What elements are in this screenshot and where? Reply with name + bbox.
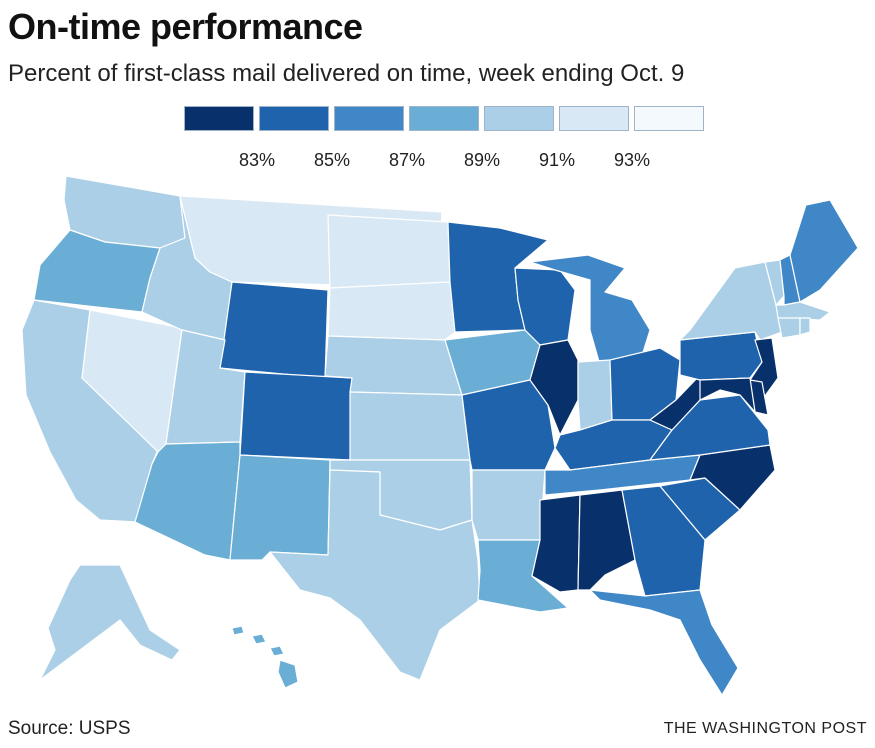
state-in[interactable] bbox=[577, 359, 613, 431]
legend-label-89: 89% bbox=[463, 150, 501, 170]
state-sd[interactable] bbox=[327, 281, 456, 341]
legend-label-91: 91% bbox=[538, 150, 576, 170]
legend-swatch-0 bbox=[184, 106, 254, 131]
legend-label-87: 87% bbox=[388, 150, 426, 170]
legend-swatch-4 bbox=[484, 106, 554, 131]
state-wy[interactable] bbox=[219, 281, 329, 379]
us-map bbox=[21, 175, 859, 696]
state-ct[interactable] bbox=[777, 317, 801, 339]
page-subtitle: Percent of first-class mail delivered on… bbox=[8, 60, 685, 87]
legend-swatch-1 bbox=[259, 106, 329, 131]
state-ri[interactable] bbox=[799, 317, 811, 336]
state-il[interactable] bbox=[529, 339, 579, 436]
state-me[interactable] bbox=[789, 199, 859, 303]
state-ak[interactable] bbox=[39, 564, 181, 681]
state-co[interactable] bbox=[239, 371, 353, 461]
legend-label-93: 93% bbox=[613, 150, 651, 170]
state-ny[interactable] bbox=[679, 261, 783, 341]
state-fl[interactable] bbox=[589, 589, 739, 696]
state-nm[interactable] bbox=[229, 454, 331, 561]
state-nd[interactable] bbox=[327, 214, 451, 289]
state-md[interactable] bbox=[699, 377, 756, 413]
state-hi[interactable] bbox=[231, 625, 299, 689]
legend-swatch-3 bbox=[409, 106, 479, 131]
state-tx[interactable] bbox=[269, 469, 481, 681]
state-va[interactable] bbox=[649, 394, 771, 461]
publisher-credit: THE WASHINGTON POST bbox=[663, 720, 867, 737]
legend-swatch-5 bbox=[559, 106, 629, 131]
legend-label-83: 83% bbox=[238, 150, 276, 170]
state-ma[interactable] bbox=[775, 301, 831, 321]
legend-swatch-2 bbox=[334, 106, 404, 131]
state-ks[interactable] bbox=[349, 391, 471, 461]
page-title: On-time performance bbox=[8, 6, 363, 47]
color-legend: 83% 85% 87% 89% 91% 93% bbox=[184, 106, 706, 176]
state-az[interactable] bbox=[134, 441, 241, 561]
legend-swatch-6 bbox=[634, 106, 704, 131]
state-ar[interactable] bbox=[471, 469, 546, 541]
legend-label-85: 85% bbox=[313, 150, 351, 170]
state-mi[interactable] bbox=[529, 254, 651, 366]
source-note: Source: USPS bbox=[8, 718, 131, 739]
